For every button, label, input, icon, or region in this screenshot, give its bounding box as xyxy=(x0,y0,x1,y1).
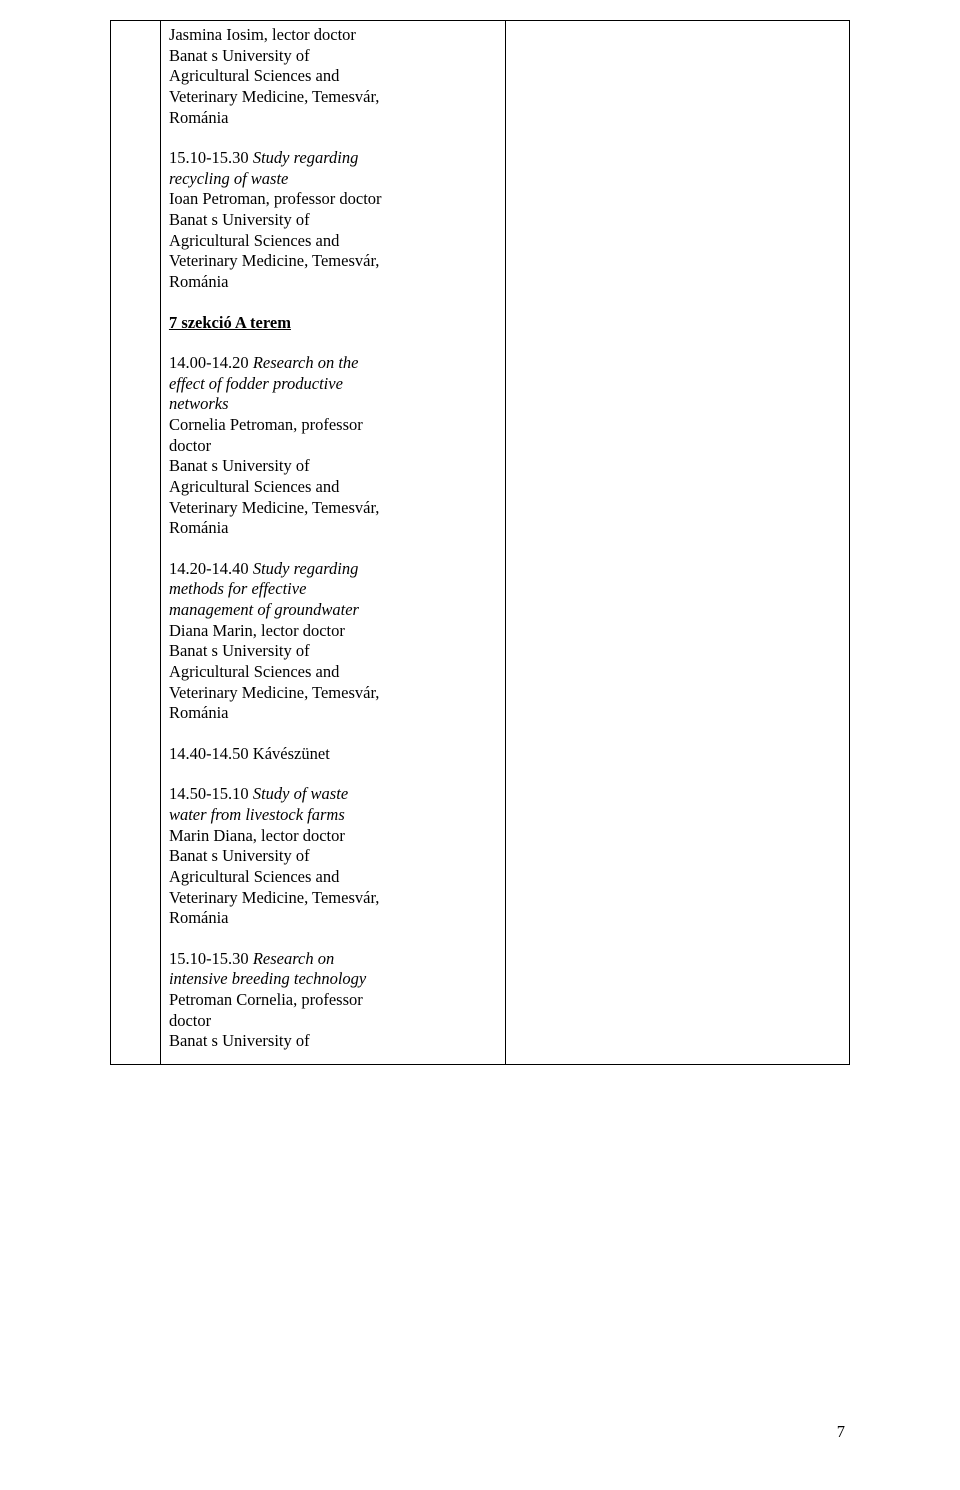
affiliation-line: Veterinary Medicine, Temesvár, xyxy=(169,251,497,272)
author-line: Marin Diana, lector doctor xyxy=(169,826,497,847)
section-heading: 7 szekció A terem xyxy=(169,313,497,334)
entry-block: 14.00-14.20 Research on the effect of fo… xyxy=(169,353,497,539)
time-label: 15.10-15.30 xyxy=(169,148,253,167)
affiliation-line: Agricultural Sciences and xyxy=(169,66,497,87)
entry-block: 15.10-15.30 Research on intensive breedi… xyxy=(169,949,497,1052)
title-text: water from livestock farms xyxy=(169,805,497,826)
table-right-cell xyxy=(505,21,849,1065)
author-line: Ioan Petroman, professor doctor xyxy=(169,189,497,210)
affiliation-line: Agricultural Sciences and xyxy=(169,231,497,252)
affiliation-line: Banat s University of xyxy=(169,641,497,662)
affiliation-line: Banat s University of xyxy=(169,846,497,867)
table-content-cell: Jasmina Iosim, lector doctor Banat s Uni… xyxy=(160,21,505,1065)
title-text: intensive breeding technology xyxy=(169,969,497,990)
page-number: 7 xyxy=(837,1422,845,1442)
affiliation-line: Banat s University of xyxy=(169,46,497,67)
break-line: 14.40-14.50 Kávészünet xyxy=(169,744,497,765)
section-label: 7 szekció A terem xyxy=(169,313,291,332)
affiliation-line: Románia xyxy=(169,703,497,724)
title-text: Research on xyxy=(253,949,334,968)
title-text: Study regarding xyxy=(253,148,359,167)
author-line: doctor xyxy=(169,436,497,457)
affiliation-line: Veterinary Medicine, Temesvár, xyxy=(169,888,497,909)
affiliation-line: Veterinary Medicine, Temesvár, xyxy=(169,498,497,519)
schedule-table: Jasmina Iosim, lector doctor Banat s Uni… xyxy=(110,20,850,1065)
author-line: Jasmina Iosim, lector doctor xyxy=(169,25,497,46)
affiliation-line: Agricultural Sciences and xyxy=(169,477,497,498)
entry-block: 14.50-15.10 Study of waste water from li… xyxy=(169,784,497,928)
title-text: Research on the xyxy=(253,353,359,372)
affiliation-line: Agricultural Sciences and xyxy=(169,662,497,683)
title-text: Study regarding xyxy=(253,559,359,578)
author-line: doctor xyxy=(169,1011,497,1032)
affiliation-line: Románia xyxy=(169,518,497,539)
author-line: Diana Marin, lector doctor xyxy=(169,621,497,642)
affiliation-line: Banat s University of xyxy=(169,1031,497,1052)
affiliation-line: Banat s University of xyxy=(169,210,497,231)
author-line: Cornelia Petroman, professor xyxy=(169,415,497,436)
affiliation-line: Agricultural Sciences and xyxy=(169,867,497,888)
title-text: Study of waste xyxy=(253,784,348,803)
title-text: management of groundwater xyxy=(169,600,497,621)
entry-block: 15.10-15.30 Study regarding recycling of… xyxy=(169,148,497,292)
title-text: methods for effective xyxy=(169,579,497,600)
affiliation-line: Románia xyxy=(169,272,497,293)
affiliation-line: Banat s University of xyxy=(169,456,497,477)
time-label: 14.50-15.10 xyxy=(169,784,253,803)
affiliation-line: Veterinary Medicine, Temesvár, xyxy=(169,683,497,704)
time-label: 14.00-14.20 xyxy=(169,353,253,372)
document-page: Jasmina Iosim, lector doctor Banat s Uni… xyxy=(0,0,960,1085)
entry-block: 14.20-14.40 Study regarding methods for … xyxy=(169,559,497,724)
entry-block: Jasmina Iosim, lector doctor Banat s Uni… xyxy=(169,25,497,128)
table-left-cell xyxy=(111,21,161,1065)
break-label: 14.40-14.50 Kávészünet xyxy=(169,744,497,765)
title-text: effect of fodder productive xyxy=(169,374,497,395)
title-text: networks xyxy=(169,394,497,415)
affiliation-line: Románia xyxy=(169,108,497,129)
time-label: 15.10-15.30 xyxy=(169,949,253,968)
title-text: recycling of waste xyxy=(169,169,497,190)
author-line: Petroman Cornelia, professor xyxy=(169,990,497,1011)
time-label: 14.20-14.40 xyxy=(169,559,253,578)
affiliation-line: Románia xyxy=(169,908,497,929)
affiliation-line: Veterinary Medicine, Temesvár, xyxy=(169,87,497,108)
